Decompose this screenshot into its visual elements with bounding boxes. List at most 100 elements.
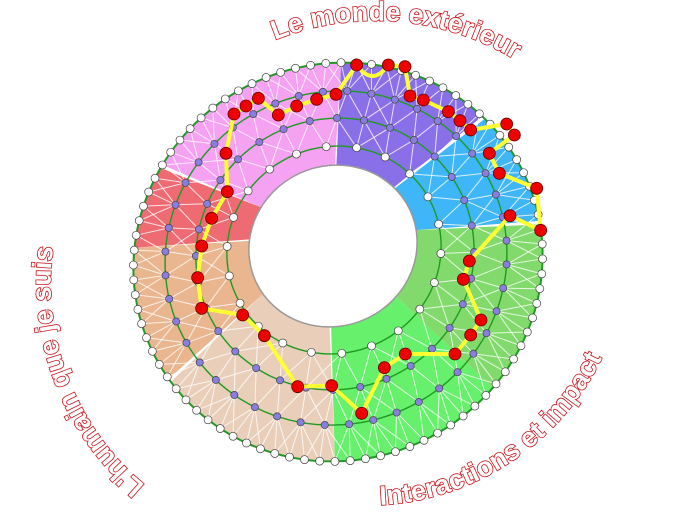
white-node <box>535 284 545 294</box>
spoke-line <box>305 387 326 426</box>
white-node <box>133 305 143 314</box>
white-node <box>330 457 340 466</box>
spoke-line <box>258 141 271 170</box>
spoke-line <box>506 240 543 245</box>
white-node <box>192 405 201 415</box>
white-node <box>150 173 160 183</box>
spoke-line <box>471 225 507 242</box>
white-node <box>415 304 425 314</box>
spoke-line <box>418 401 425 441</box>
spoke-line <box>384 127 391 158</box>
spoke-line <box>259 141 297 155</box>
spoke-line <box>496 310 533 319</box>
white-node <box>337 348 347 358</box>
spoke-line <box>464 194 496 201</box>
inner-node <box>252 364 261 373</box>
spoke-line <box>189 128 215 145</box>
spoke-line <box>496 310 528 333</box>
spoke-line <box>438 388 452 426</box>
white-node <box>380 152 390 162</box>
white-node <box>265 164 275 174</box>
spoke-line <box>137 308 177 322</box>
spoke-line <box>419 308 433 349</box>
spoke-line <box>473 353 506 373</box>
white-node <box>376 451 385 461</box>
inner-node <box>164 223 173 232</box>
spoke-line <box>300 422 321 462</box>
spoke-line <box>207 394 235 421</box>
spoke-line <box>473 353 497 385</box>
inner-node <box>433 117 442 125</box>
inner-node <box>171 200 180 209</box>
white-node <box>512 155 522 164</box>
spoke-line <box>179 139 215 145</box>
spoke-line <box>219 406 256 429</box>
inner-node <box>360 116 368 125</box>
spoke-line <box>502 287 533 319</box>
spoke-line <box>409 173 452 178</box>
spoke-line <box>198 228 228 247</box>
path-node <box>355 406 369 420</box>
spoke-line <box>348 424 351 461</box>
spoke-line <box>200 117 215 145</box>
inner-node <box>255 138 264 147</box>
spoke-line <box>198 161 221 181</box>
spoke-line <box>251 83 276 104</box>
spoke-line <box>410 365 440 389</box>
white-node <box>393 326 403 336</box>
white-node <box>306 60 315 70</box>
path-node <box>507 128 521 142</box>
inner-node <box>210 139 219 148</box>
path-node <box>448 347 462 361</box>
white-node <box>423 192 433 202</box>
spoke-line <box>486 332 522 347</box>
inner-node <box>194 225 203 234</box>
spoke-line <box>166 342 187 378</box>
spoke-line <box>473 251 507 265</box>
path-node <box>329 87 343 101</box>
white-node <box>256 444 265 454</box>
white-node <box>196 113 206 123</box>
path-node <box>377 361 391 375</box>
spoke-line <box>495 194 535 201</box>
inner-node <box>492 307 501 316</box>
white-node <box>470 401 480 411</box>
spoke-line <box>434 135 457 157</box>
spoke-line <box>409 156 436 175</box>
path-node <box>456 272 470 286</box>
spoke-line <box>168 227 199 230</box>
white-node <box>225 271 234 281</box>
white-node <box>144 187 154 197</box>
spoke-line <box>372 419 382 456</box>
spoke-line <box>185 362 201 401</box>
spoke-line <box>295 120 311 155</box>
inner-node <box>343 87 352 95</box>
spoke-line <box>433 282 451 329</box>
spoke-line <box>470 278 504 289</box>
path-node <box>381 58 395 72</box>
inner-node <box>271 99 280 108</box>
spoke-line <box>162 164 186 184</box>
spoke-line <box>170 151 186 183</box>
inner-node <box>468 149 477 158</box>
spoke-line <box>234 325 259 352</box>
spoke-line <box>219 179 235 218</box>
spoke-line <box>133 264 166 276</box>
inner-node <box>445 323 454 332</box>
inner-node <box>413 104 422 113</box>
white-node <box>475 109 484 119</box>
inner-node <box>250 403 259 412</box>
inner-node <box>382 374 391 383</box>
spoke-line <box>269 129 285 170</box>
spoke-line <box>471 216 503 227</box>
spoke-line <box>232 127 239 160</box>
spoke-line <box>457 371 487 396</box>
spoke-line <box>486 332 514 360</box>
white-node <box>516 341 526 351</box>
white-node <box>292 149 301 159</box>
spoke-line <box>471 194 497 226</box>
spoke-line <box>457 371 497 385</box>
inner-node <box>502 260 511 269</box>
spoke-line <box>434 153 473 158</box>
spoke-line <box>289 422 302 458</box>
